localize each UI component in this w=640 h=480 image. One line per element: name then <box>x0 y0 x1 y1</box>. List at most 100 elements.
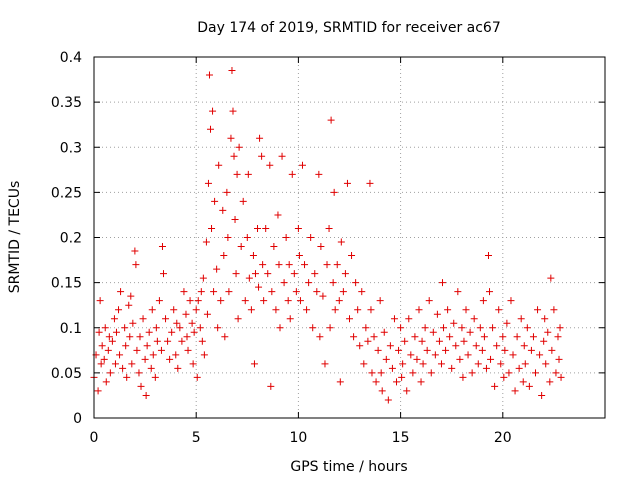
x-tick-label: 0 <box>90 430 99 446</box>
data-point <box>106 369 114 377</box>
x-tick-label: 20 <box>494 430 512 446</box>
data-point <box>141 355 149 363</box>
data-point <box>196 324 204 332</box>
data-point <box>184 346 192 354</box>
y-axis-label: SRMTID / TECUs <box>7 181 23 294</box>
data-point <box>241 297 249 305</box>
data-point <box>325 224 333 232</box>
data-point <box>275 261 283 269</box>
data-point <box>456 355 464 363</box>
data-point <box>288 170 296 178</box>
data-point <box>503 319 511 327</box>
data-point <box>493 342 501 350</box>
data-point <box>529 333 537 341</box>
data-point <box>145 328 153 336</box>
data-point <box>220 252 228 260</box>
data-point <box>205 71 213 79</box>
data-point <box>202 238 210 246</box>
data-point <box>382 355 390 363</box>
data-point <box>225 288 233 296</box>
data-point <box>292 288 300 296</box>
data-point <box>133 346 141 354</box>
data-point <box>230 152 238 160</box>
data-point <box>282 234 290 241</box>
data-point <box>105 333 113 341</box>
data-point <box>151 373 159 381</box>
data-point <box>480 333 488 341</box>
data-point <box>350 333 358 341</box>
data-point <box>204 179 212 187</box>
data-point <box>262 224 270 232</box>
data-point <box>125 301 133 309</box>
data-point <box>208 224 216 232</box>
data-point <box>244 170 252 178</box>
data-point <box>557 373 565 381</box>
data-point <box>245 274 253 282</box>
data-point <box>366 179 374 187</box>
data-point <box>489 324 497 332</box>
data-point <box>228 67 236 75</box>
data-point <box>298 161 306 169</box>
data-point <box>330 188 338 196</box>
data-point <box>149 351 157 359</box>
data-point <box>142 391 150 399</box>
data-point <box>217 297 225 305</box>
data-point <box>433 310 441 318</box>
data-point <box>313 288 321 296</box>
data-point <box>380 328 388 336</box>
data-point <box>198 337 206 345</box>
data-point <box>170 306 178 314</box>
data-point <box>450 319 458 327</box>
data-point <box>444 306 452 314</box>
data-point <box>446 333 454 341</box>
data-point <box>152 324 160 332</box>
data-point <box>486 288 494 296</box>
data-point <box>370 333 378 341</box>
data-point <box>500 373 508 381</box>
data-point <box>317 243 325 251</box>
data-point <box>135 369 143 377</box>
data-point <box>388 364 396 372</box>
data-point <box>158 243 166 251</box>
data-point <box>162 315 170 323</box>
data-point <box>439 279 447 287</box>
data-point <box>550 306 558 314</box>
data-point <box>176 324 184 332</box>
data-point <box>127 292 135 300</box>
x-tick-labels: 0 5 10 15 20 <box>90 430 512 446</box>
data-point <box>164 337 172 345</box>
data-point <box>501 346 509 354</box>
data-point <box>546 378 554 386</box>
data-point <box>352 279 360 287</box>
data-point <box>256 134 264 142</box>
data-point <box>431 351 439 359</box>
data-point <box>186 297 194 305</box>
data-point <box>384 396 392 404</box>
data-point <box>232 270 240 278</box>
data-point <box>188 319 196 327</box>
data-point <box>229 107 237 115</box>
data-point <box>399 360 407 368</box>
data-point <box>303 306 311 314</box>
data-point <box>129 319 137 327</box>
data-point <box>458 324 466 332</box>
data-point <box>321 360 329 368</box>
data-point <box>397 324 405 332</box>
data-point <box>393 378 401 386</box>
data-point <box>132 261 140 269</box>
data-point <box>448 364 456 372</box>
data-point <box>183 333 191 341</box>
data-point <box>462 306 470 314</box>
data-point <box>343 179 351 187</box>
data-point <box>249 252 257 260</box>
data-point <box>309 324 317 332</box>
data-point <box>194 297 202 305</box>
data-point <box>254 224 262 232</box>
y-tick-label: 0 <box>73 411 82 427</box>
data-point <box>174 364 182 372</box>
data-point <box>459 373 467 381</box>
data-point <box>148 306 156 314</box>
data-point <box>527 346 535 354</box>
data-point <box>97 360 105 368</box>
data-point <box>155 297 163 305</box>
